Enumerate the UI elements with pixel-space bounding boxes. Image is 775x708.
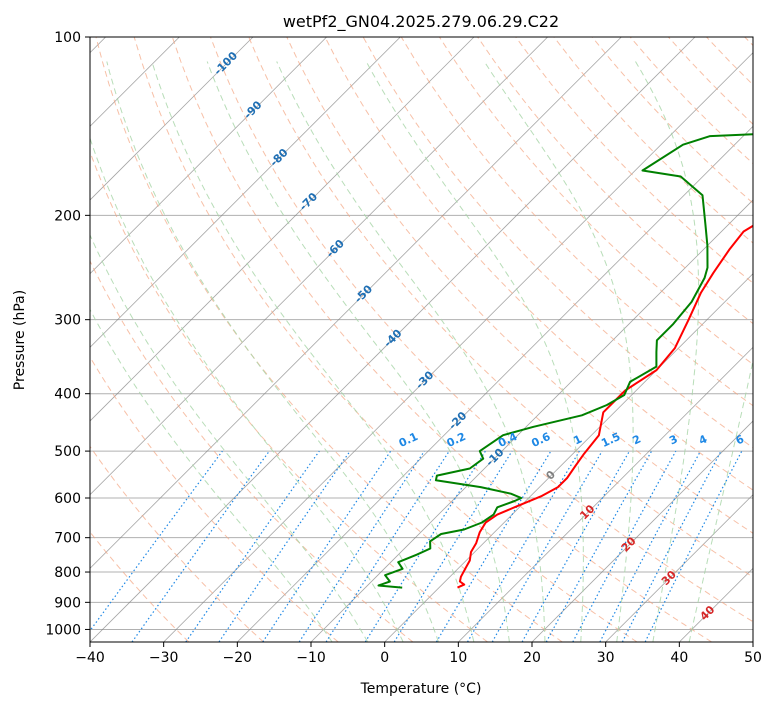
x-axis-title: Temperature (°C) [360,681,482,697]
isotherm-line [90,37,548,496]
isotherm-line [90,37,401,348]
mixing-ratio-lines [90,450,743,642]
y-axis: 100 200 300 400 500 600 700 800 900 1000 [45,30,90,638]
isotherm-line [163,52,753,642]
moist-adiabat [151,61,475,642]
mixing-ratio-line [218,450,351,642]
y-tick-label: 200 [54,208,81,224]
mixing-ratio-line [131,450,270,642]
y-tick-label: 600 [54,491,81,507]
isotherm-line [90,37,696,642]
moist-adiabat [206,61,510,642]
mixing-ratio-line [644,450,743,642]
y-tick-label: 700 [54,531,81,547]
chart-title: wetPf2_GN04.2025.279.06.29.C22 [283,12,559,32]
x-tick-label: 0 [380,650,389,666]
dry-adiabat [133,37,638,642]
moist-adiabat [90,233,369,642]
y-tick-label: 900 [54,595,81,611]
dry-adiabat [324,37,753,491]
dry-adiabat [95,37,563,642]
mixing-ratio-line [521,450,631,642]
x-tick-label: 20 [523,650,541,666]
mixing-ratio-line [298,450,425,642]
y-tick-label: 300 [54,313,81,329]
isotherm-line [90,37,327,275]
x-tick-label: 40 [670,650,688,666]
dry-adiabat [90,356,339,642]
mixing-ratio-line [185,450,320,642]
x-tick-label: −40 [75,650,105,666]
dry-adiabat [286,37,753,534]
x-tick-label: 10 [449,650,467,666]
y-tick-label: 800 [54,565,81,581]
x-axis: −40 −30 −20 −10 0 10 20 30 40 50 [75,642,762,666]
isotherm-line [90,37,622,569]
x-tick-label: 50 [744,650,762,666]
isotherm-line [605,494,753,642]
moist-adiabat [365,61,584,642]
dry-adiabat [90,445,264,642]
mixing-ratio-line [393,450,513,642]
mixing-ratio-line [572,450,677,642]
isotherm-line [90,37,475,422]
moist-adiabat [483,61,634,642]
y-tick-label: 400 [54,387,81,403]
plot-frame [89,36,754,643]
dry-adiabat [515,37,753,284]
x-tick-label: 30 [597,650,615,666]
isotherm-line [237,125,753,642]
dry-adiabat [171,37,712,642]
x-tick-label: −10 [296,650,326,666]
dry-adiabat [90,259,414,642]
dewpoint-profile [377,133,753,589]
isotherm-line [531,420,753,642]
profile-layer [377,133,753,589]
moist-adiabat [276,61,546,642]
moist-adiabat [90,136,404,642]
isotherm-line [90,37,254,201]
x-tick-label: −30 [149,650,179,666]
y-tick-label: 100 [54,30,81,46]
y-tick-label: 1000 [45,622,81,638]
dry-adiabat [210,37,753,623]
moist-adiabat [90,308,333,642]
mixing-ratio-line [545,450,653,642]
background-lines [90,37,753,642]
grid-layer [90,37,753,642]
x-tick-label: −20 [223,650,253,666]
moist-adiabat [688,358,753,642]
y-axis-title: Pressure (hPa) [12,290,28,390]
isotherm-line [384,273,753,642]
mixing-ratio-line [90,450,223,632]
dry-adiabat [248,37,753,578]
moist-adiabat [106,61,439,642]
mixing-ratio-line [262,450,392,642]
mixing-ratio-line [325,450,450,642]
y-tick-label: 500 [54,444,81,460]
isotherm-line [458,346,753,642]
